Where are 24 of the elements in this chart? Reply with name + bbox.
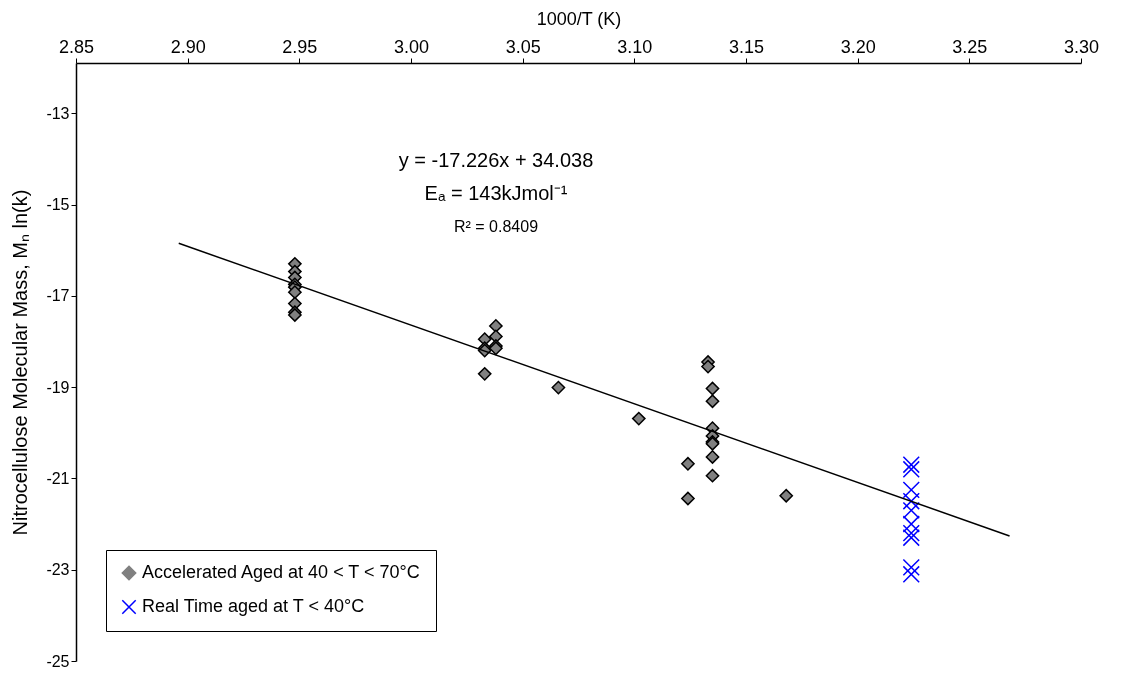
y-tick-label: -19 [46, 378, 70, 396]
y-tick-label: -21 [46, 469, 70, 487]
y-tick-label: -23 [46, 561, 70, 579]
x-tick-label: 3.20 [840, 36, 876, 57]
x-tick-label: 2.85 [58, 36, 95, 57]
annotation: y = -17.226x + 34.038 [398, 149, 594, 171]
y-tick-label: -25 [46, 652, 70, 670]
x-tick-label: 3.25 [952, 36, 988, 57]
x-tick-label: 3.05 [505, 36, 541, 57]
annotation: Eₐ = 143kJmol⁻¹ [424, 182, 568, 204]
x-tick-label: 2.90 [170, 36, 206, 57]
y-tick-label: -15 [46, 196, 70, 214]
x-tick-label: 3.15 [728, 36, 765, 57]
x-axis-title: 1000/T (K) [536, 8, 622, 29]
x-tick-label: 3.30 [1063, 36, 1100, 57]
y-axis-title: Nitrocellulose Molecular Mass, Mₙ ln(k) [9, 189, 32, 536]
x-tick-label: 3.10 [617, 36, 653, 57]
x-tick-label: 2.95 [282, 36, 318, 57]
y-tick-label: -13 [46, 104, 70, 122]
y-tick-label: -17 [46, 287, 70, 305]
legend-label: Real Time aged at T < 40°C [142, 596, 365, 616]
legend-label: Accelerated Aged at 40 < T < 70°C [142, 562, 420, 582]
x-tick-label: 3.00 [393, 36, 430, 57]
annotation: R² = 0.8409 [453, 218, 539, 235]
